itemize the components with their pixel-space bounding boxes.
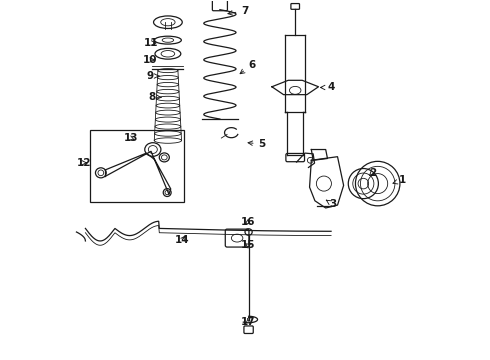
Text: 17: 17 bbox=[241, 317, 255, 327]
Text: 2: 2 bbox=[368, 168, 376, 178]
Text: 16: 16 bbox=[241, 217, 255, 227]
Text: 9: 9 bbox=[146, 71, 159, 81]
Text: 8: 8 bbox=[148, 92, 161, 102]
Text: 11: 11 bbox=[144, 38, 158, 48]
Text: 10: 10 bbox=[143, 55, 157, 65]
Text: 5: 5 bbox=[248, 139, 266, 149]
Text: 6: 6 bbox=[240, 59, 256, 74]
Text: 12: 12 bbox=[76, 158, 91, 168]
Text: 13: 13 bbox=[123, 134, 138, 143]
Text: 1: 1 bbox=[393, 175, 406, 185]
Text: 7: 7 bbox=[228, 6, 249, 16]
Text: 3: 3 bbox=[326, 199, 337, 210]
Text: 4: 4 bbox=[320, 82, 335, 93]
Text: 14: 14 bbox=[175, 235, 190, 245]
Text: 15: 15 bbox=[241, 240, 255, 250]
Bar bbox=[90, 130, 184, 202]
